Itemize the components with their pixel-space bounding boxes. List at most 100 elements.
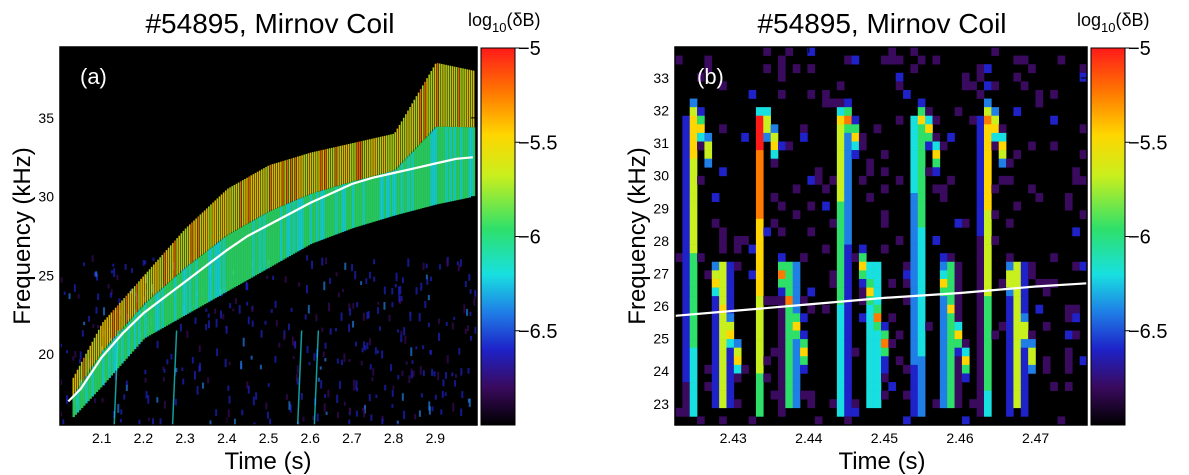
heatmap-cell	[939, 382, 948, 391]
heatmap-cell	[770, 132, 779, 142]
heatmap-cell	[961, 72, 970, 82]
heatmap-cell	[770, 218, 779, 228]
mode-streak-upper	[447, 65, 450, 127]
heatmap-cell	[770, 347, 779, 357]
heatmap-cell	[719, 270, 727, 280]
heatmap-cell	[910, 407, 919, 417]
noise-cell	[391, 302, 394, 308]
heatmap-cell	[844, 150, 852, 159]
mode-streak	[464, 127, 467, 199]
mode-streak-upper	[239, 181, 242, 228]
heatmap-cell	[785, 304, 794, 314]
noise-cell	[152, 257, 155, 261]
heatmap-cell	[969, 81, 977, 91]
heatmap-cell	[954, 287, 963, 297]
heatmap-cell	[719, 321, 727, 331]
noise-cell	[311, 260, 314, 270]
heatmap-cell	[925, 124, 933, 134]
heatmap-cell	[800, 313, 808, 323]
heatmap-cell	[954, 107, 963, 117]
mode-streak-upper	[364, 140, 367, 178]
mode-streak	[195, 259, 198, 309]
noise-cell	[174, 369, 177, 376]
mode-streak	[305, 195, 308, 247]
heatmap-cell	[682, 244, 691, 254]
noise-cell	[134, 292, 137, 296]
noise-cell	[120, 409, 123, 415]
noise-cell	[400, 296, 403, 302]
mode-streak	[284, 204, 287, 259]
noise-cell	[410, 347, 413, 357]
noise-cell	[361, 407, 364, 411]
heatmap-cell	[844, 210, 852, 220]
heatmap-cell	[976, 218, 985, 228]
noise-cell	[422, 370, 425, 377]
heatmap-cell	[763, 64, 771, 74]
heatmap-cell	[844, 261, 852, 271]
mode-streak	[373, 175, 376, 222]
mode-streak-upper	[167, 247, 170, 283]
mode-streak-upper	[148, 269, 151, 300]
heatmap-cell	[917, 270, 926, 280]
heatmap-cell	[1035, 89, 1044, 99]
heatmap-cell	[822, 98, 830, 108]
mode-streak	[256, 217, 260, 275]
mode-streak-upper	[155, 262, 157, 294]
noise-cell	[381, 350, 384, 359]
heatmap-cell	[719, 390, 727, 400]
heatmap-cell	[1064, 193, 1073, 202]
noise-cell	[464, 280, 467, 288]
heatmap-cell	[991, 236, 1000, 245]
heatmap-cell	[917, 407, 926, 417]
noise-cell	[235, 298, 238, 305]
heatmap-cell	[814, 167, 823, 177]
heatmap-cell	[984, 382, 992, 391]
heatmap-cell	[939, 253, 948, 263]
x-tick-label: 2.43	[720, 430, 747, 446]
heatmap-cell	[939, 339, 948, 348]
noise-cell	[270, 309, 273, 313]
heatmap-cell	[984, 98, 992, 108]
heatmap-cell	[726, 321, 735, 331]
noise-cell	[109, 338, 112, 342]
noise-cell	[352, 303, 355, 309]
noise-cell	[123, 394, 126, 400]
heatmap-cell	[998, 141, 1007, 151]
noise-cell	[285, 394, 288, 400]
heatmap-cell	[881, 321, 889, 331]
heatmap-cell	[888, 339, 897, 348]
heatmap-cell	[814, 175, 823, 185]
heatmap-cell	[800, 364, 808, 374]
mode-streak	[193, 260, 196, 311]
colorbar-tick-label: −6	[1128, 227, 1151, 249]
noise-cell	[186, 330, 189, 338]
heatmap-cell	[836, 132, 845, 142]
heatmap-cell	[778, 296, 786, 306]
heatmap-cell	[984, 347, 992, 357]
heatmap-cell	[1013, 399, 1022, 409]
heatmap-cell	[1042, 278, 1051, 288]
heatmap-cell	[947, 296, 955, 306]
noise-cell	[398, 295, 401, 303]
x-tick-label: 2.6	[300, 430, 320, 446]
heatmap-cell	[991, 330, 1000, 340]
heatmap-cell	[763, 227, 771, 237]
heatmap-cell	[1028, 347, 1036, 357]
mode-streak-upper	[174, 240, 176, 277]
noise-cell	[296, 365, 299, 374]
heatmap-cell	[836, 107, 845, 117]
mode-streak-upper	[371, 138, 373, 177]
heatmap-cell	[947, 175, 955, 185]
heatmap-cell	[1013, 278, 1022, 288]
mode-streak	[311, 193, 315, 244]
heatmap-cell	[778, 64, 786, 74]
mode-streak-upper	[214, 200, 217, 245]
heatmap-cell	[1020, 81, 1029, 91]
noise-cell	[446, 258, 449, 267]
mode-streak	[396, 167, 399, 215]
noise-cell	[474, 289, 477, 297]
heatmap-cell	[829, 399, 838, 409]
heatmap-cell	[1079, 210, 1087, 220]
mode-streak-upper	[97, 329, 100, 357]
mode-streak-upper	[472, 70, 475, 128]
